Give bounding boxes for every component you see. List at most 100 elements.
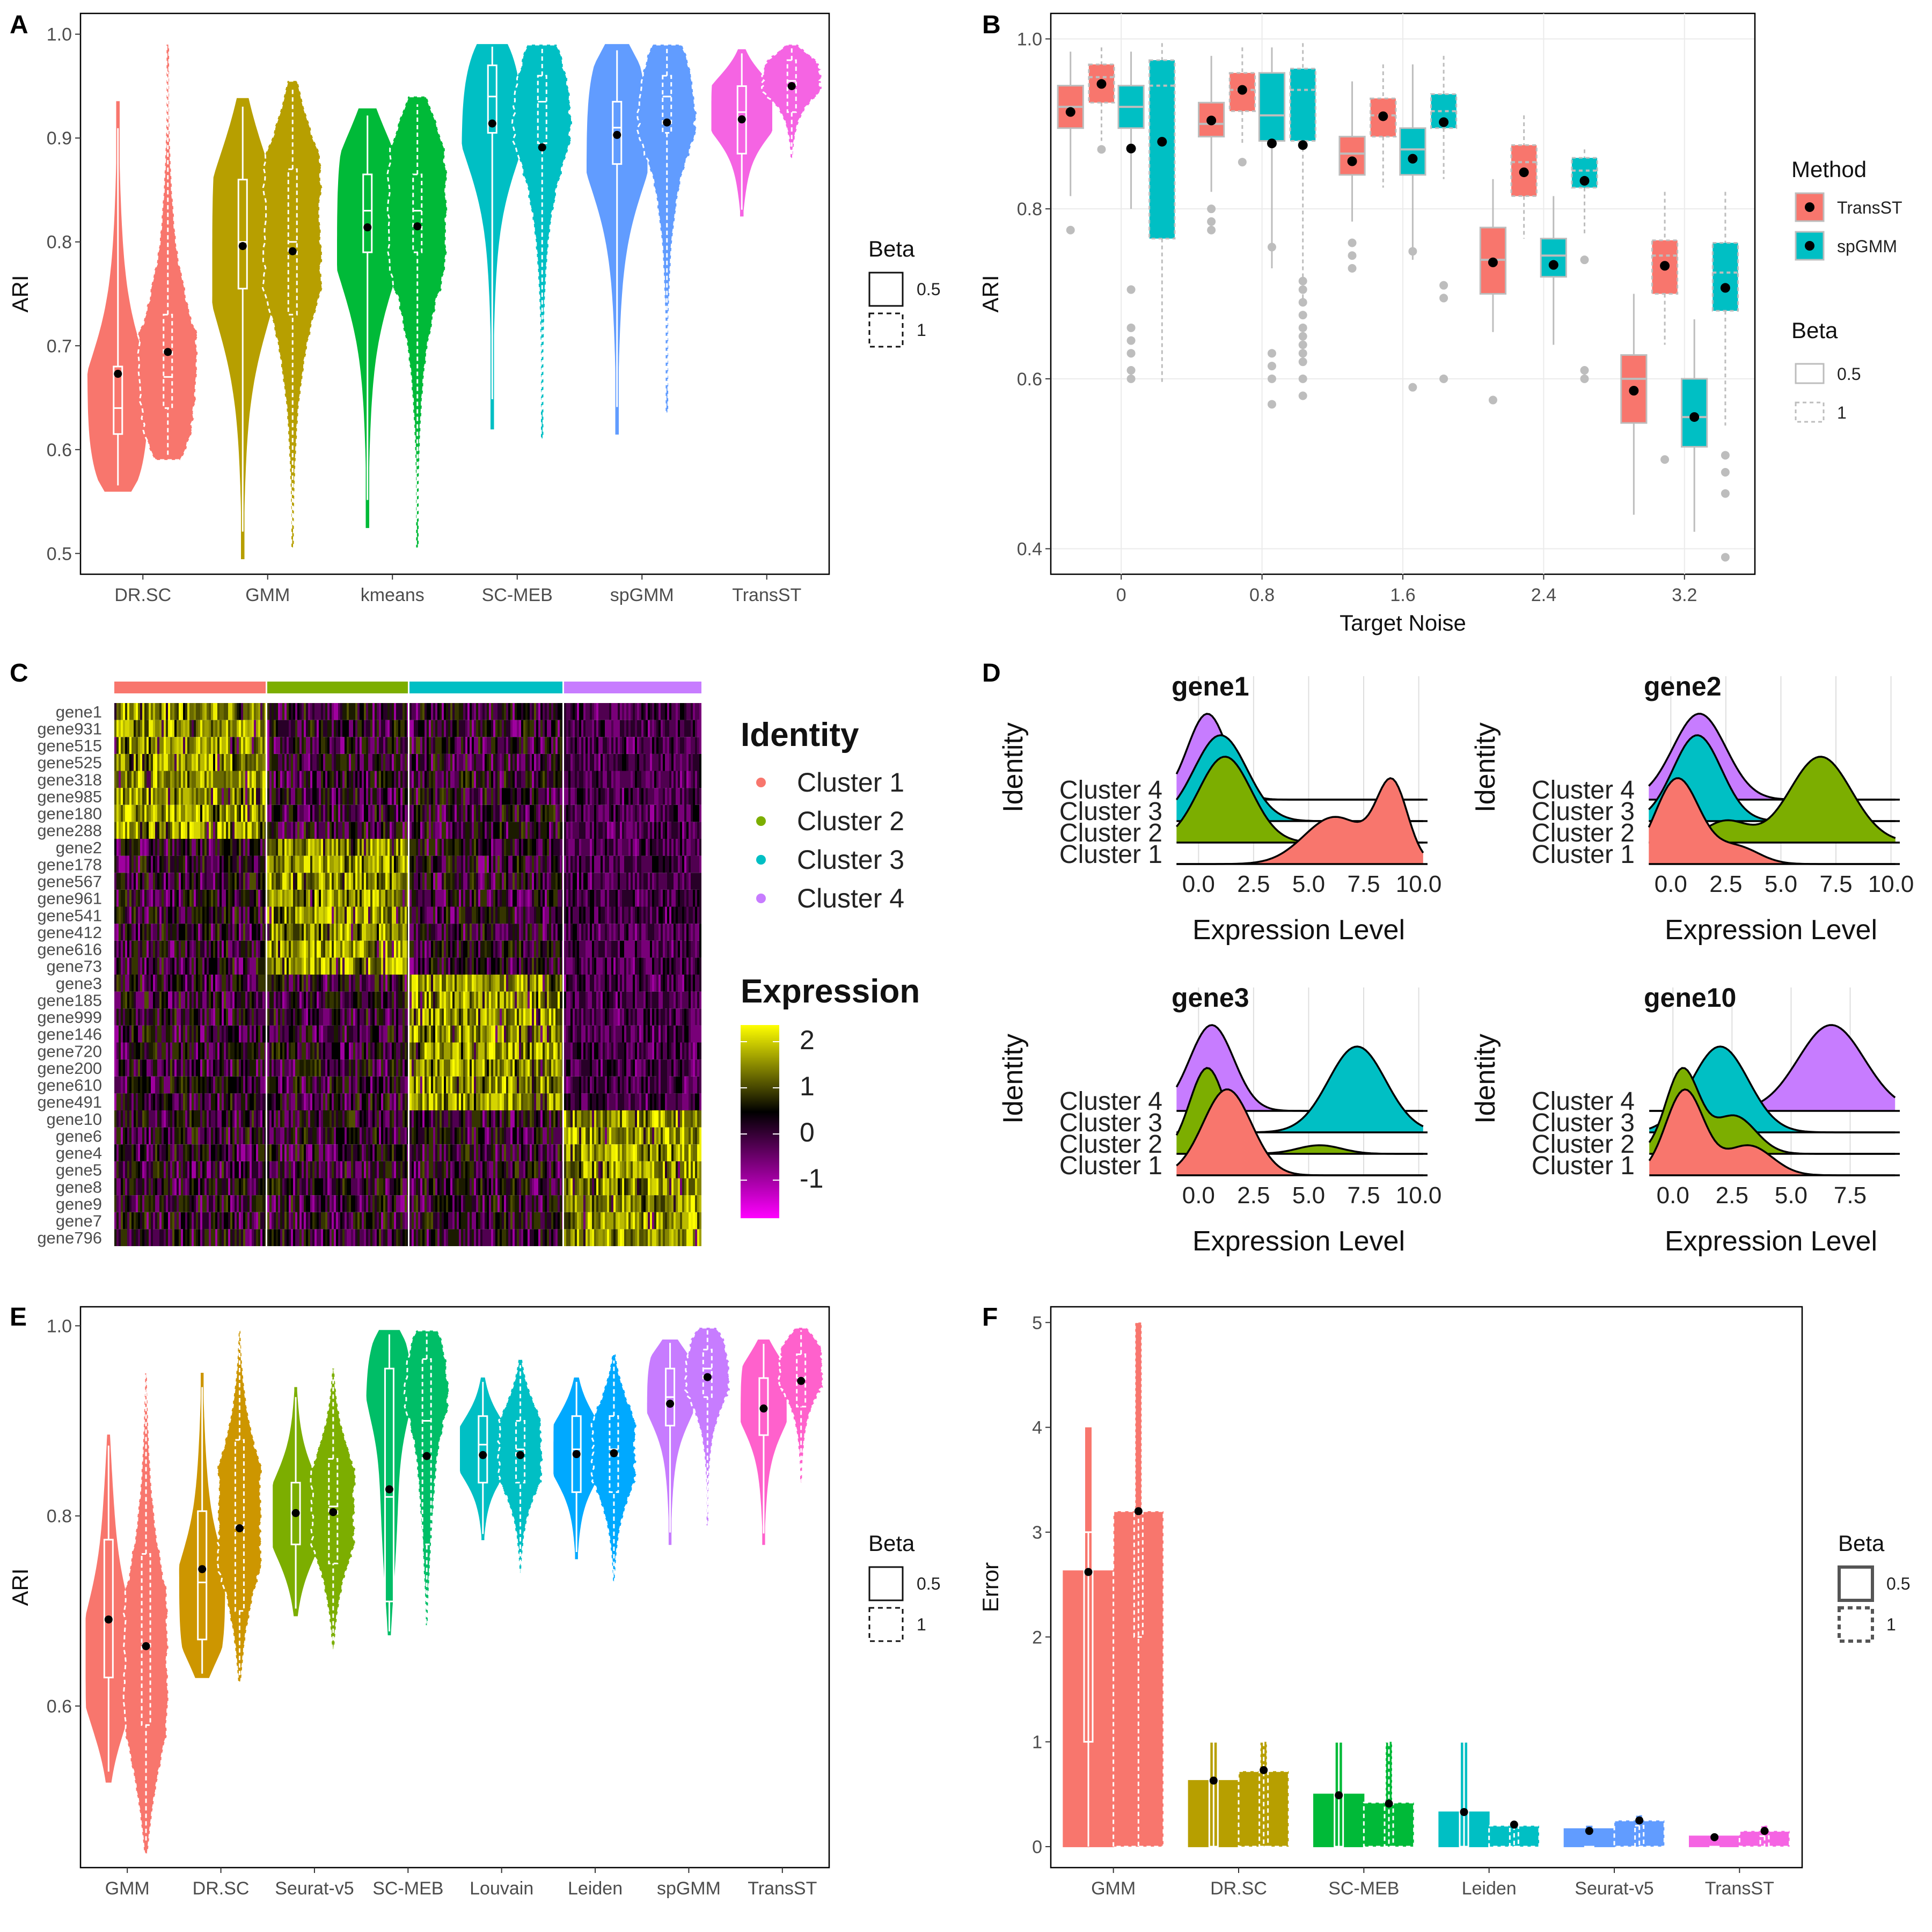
panel-b-legend-key-point (1805, 202, 1814, 212)
panel-f-inner-box (1459, 1741, 1469, 1848)
panel-c-expression-tick-label: 1 (800, 1071, 815, 1101)
panel-c-gene-label: gene73 (47, 957, 102, 976)
panel-a-violin (636, 43, 698, 414)
panel-b-outlier-point (1298, 323, 1307, 332)
panel-a-mean-point (613, 130, 621, 139)
panel-b-outlier-point (1298, 391, 1307, 400)
panel-a-x-tick-label: spGMM (610, 585, 674, 605)
panel-b-x-tick-label: 3.2 (1672, 585, 1697, 605)
panel-b-y-tick-label: 0.4 (1017, 539, 1042, 560)
panel-f-mean-point (1510, 1820, 1518, 1829)
panel-f-x-tick-label: SC-MEB (1328, 1878, 1399, 1899)
panel-a-x-tick-label: SC-MEB (482, 585, 553, 605)
panel-e-y-tick-label: 0.8 (47, 1506, 72, 1527)
panel-f-x-tick-label: Leiden (1462, 1878, 1517, 1899)
panel-d-x-tick-label: 0.0 (1657, 1182, 1689, 1209)
panel-b-outlier-point (1126, 366, 1136, 375)
panel-a-x-tick-label: TransST (732, 585, 801, 605)
panel-e-x-tick-label: GMM (105, 1878, 150, 1899)
panel-e-x-tick-label: DR.SC (193, 1878, 250, 1899)
panel-c-heatmap-cells (116, 703, 267, 839)
panel-c-cluster-bar (564, 682, 701, 693)
panel-a-x-tick-label: DR.SC (114, 585, 171, 605)
panel-c-heatmap-cells (114, 720, 267, 1246)
panel-d-ridge-fill (1649, 735, 1896, 821)
panel-d-ridge-fill (1649, 1046, 1896, 1132)
panel-d-cluster-label: Cluster 2 (1059, 1130, 1162, 1159)
panel-e-inner-box (141, 1553, 151, 1726)
panel-d-x-axis-title: Expression Level (1192, 1226, 1405, 1257)
panel-b-y-tick-label: 1.0 (1017, 30, 1042, 50)
panel-c-heatmap-cells (409, 975, 562, 1110)
panel-f-inner-box (1384, 1741, 1394, 1848)
panel-c-heatmap-cells (564, 1110, 701, 1246)
panel-f-y-tick-label: 2 (1032, 1627, 1042, 1648)
panel-c-gene-label: gene7 (56, 1212, 102, 1231)
panel-a-y-axis-title: ARI (8, 275, 33, 312)
panel-e-mean-point (329, 1508, 338, 1517)
panel-c-cluster-bar (114, 682, 266, 693)
panel-e-legend-label: 1 (917, 1615, 926, 1634)
panel-f-plot-border (1050, 1306, 1803, 1869)
panel-e-mean-point (703, 1373, 712, 1381)
panel-f-inner-box (1759, 1835, 1770, 1848)
panel-c-expression-colorbar (741, 1025, 779, 1218)
panel-d-facet-title: gene2 (1644, 671, 1722, 701)
panel-d-y-axis-title: Identity (998, 1034, 1029, 1124)
panel-b-mean-point (1720, 283, 1730, 293)
panel-e-mean-point (422, 1452, 431, 1460)
panel-d-ridge-fill (1649, 1025, 1896, 1111)
panel-c-heatmap-cells (267, 703, 409, 1246)
panel-d-x-tick-label: 10.0 (1396, 871, 1442, 897)
panel-f-mean-point (1635, 1816, 1644, 1825)
panel-e-y-tick-label: 1.0 (47, 1316, 72, 1336)
panel-b-outlier-point (1580, 366, 1589, 375)
panel-label-f: F (982, 1303, 998, 1331)
panel-e-inner-box (421, 1358, 432, 1546)
panel-b-outlier-point (1348, 238, 1357, 247)
panel-e-mean-point (759, 1404, 768, 1413)
panel-c-gene-label: gene616 (37, 940, 102, 959)
panel-c-gene-label: gene999 (37, 1008, 102, 1027)
panel-c-heatmap-cells (304, 855, 409, 975)
panel-b-mean-point (1096, 79, 1107, 89)
panel-d-cluster-label: Cluster 1 (1059, 1152, 1162, 1180)
panel-e-mean-point (797, 1377, 806, 1385)
panel-f-y-axis-title: Error (978, 1562, 1003, 1612)
panel-a-mean-point (663, 118, 671, 127)
panel-e-mean-point (516, 1451, 525, 1459)
panel-e-mean-point (291, 1509, 300, 1517)
panel-b-outlier-point (1066, 225, 1075, 235)
panel-e-mean-point (479, 1451, 487, 1459)
panel-a-y-tick-label: 0.8 (47, 232, 72, 253)
panel-e-violin (553, 1377, 599, 1560)
panel-e-mean-point (610, 1449, 618, 1458)
panel-label-d: D (982, 659, 1001, 687)
panel-b-outlier-point (1298, 332, 1307, 341)
panel-b-box (1258, 72, 1286, 142)
panel-f-legend-label: 0.5 (1886, 1574, 1910, 1593)
panel-c-gene-label: gene6 (56, 1126, 102, 1145)
panel-f-mean-point (1260, 1766, 1268, 1774)
panel-d-x-tick-label: 7.5 (1819, 871, 1852, 897)
panel-d-x-tick-label: 5.0 (1775, 1182, 1807, 1209)
panel-c-expression-tick-label: 2 (800, 1025, 815, 1055)
panel-b-outlier-point (1298, 276, 1307, 286)
panel-e-inner-box (515, 1420, 526, 1484)
panel-c-heatmap-cells (570, 1110, 701, 1246)
panel-c-identity-legend-title: Identity (741, 716, 859, 753)
panel-e-violin (403, 1329, 450, 1626)
panel-d-x-tick-label: 10.0 (1868, 871, 1914, 897)
panel-d-ridgeline-plots: 0.0 2.5 5.0 7.5 10.0 gene1 Expression Level Ide… (998, 671, 1914, 1257)
panel-d-x-tick-label: 2.5 (1237, 1182, 1270, 1209)
panel-e-violin (778, 1327, 825, 1484)
panel-c-identity-legend-label: Cluster 1 (797, 767, 904, 797)
panel-a-inner-box (786, 59, 797, 113)
panel-d-cluster-label: Cluster 4 (1059, 776, 1162, 804)
panel-e-violin (216, 1329, 263, 1684)
panel-a-mean-point (488, 119, 496, 128)
panel-c-gene-label: gene185 (37, 991, 102, 1009)
panel-f-legend-label: 1 (1886, 1615, 1896, 1634)
panel-e-mean-point (198, 1565, 207, 1574)
panel-d-ridge-fill (1649, 778, 1896, 864)
